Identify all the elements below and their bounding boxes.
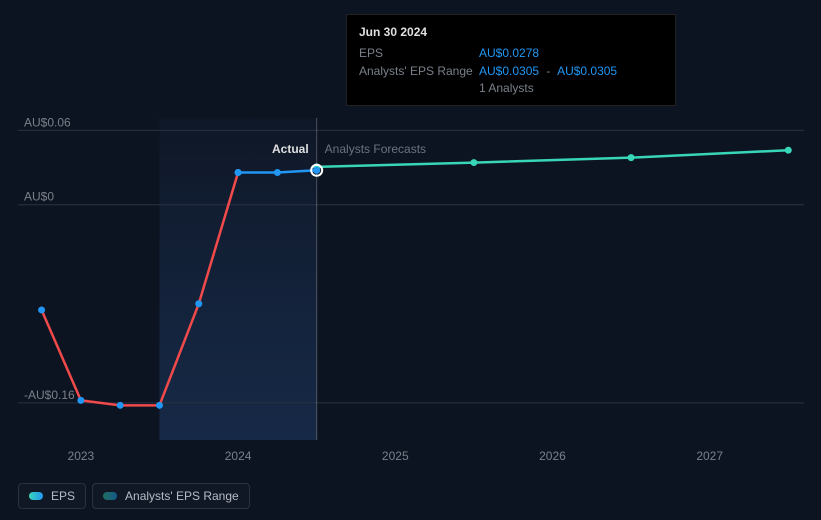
chart-area: AU$0.06 AU$0 -AU$0.16 Actual Analysts Foreca… [18, 0, 804, 470]
legend-item-range[interactable]: Analysts' EPS Range [92, 483, 250, 509]
tooltip-value-eps: AU$0.0278 [479, 45, 539, 61]
tooltip-label-range: Analysts' EPS Range [359, 63, 479, 79]
tooltip-row-eps: EPS AU$0.0278 [359, 45, 663, 61]
chart-tooltip: Jun 30 2024 EPS AU$0.0278 Analysts' EPS … [346, 14, 676, 106]
legend-label-range: Analysts' EPS Range [125, 489, 239, 503]
svg-text:2025: 2025 [382, 449, 409, 463]
tooltip-analysts: 1 Analysts [479, 81, 663, 95]
legend-item-eps[interactable]: EPS [18, 483, 86, 509]
svg-text:AU$0: AU$0 [24, 190, 54, 204]
svg-text:-AU$0.16: -AU$0.16 [24, 388, 75, 402]
svg-text:2024: 2024 [225, 449, 252, 463]
legend-label-eps: EPS [51, 489, 75, 503]
legend-swatch-eps [29, 492, 43, 500]
tooltip-row-range: Analysts' EPS Range AU$0.0305 - AU$0.030… [359, 63, 663, 79]
legend: EPS Analysts' EPS Range [18, 483, 250, 509]
svg-text:2023: 2023 [68, 449, 95, 463]
svg-text:2026: 2026 [539, 449, 566, 463]
tooltip-date: Jun 30 2024 [359, 25, 663, 39]
svg-text:Analysts Forecasts: Analysts Forecasts [325, 142, 426, 156]
tooltip-label-eps: EPS [359, 45, 479, 61]
svg-text:Actual: Actual [272, 142, 309, 156]
tooltip-range-sep: - [546, 64, 550, 78]
legend-swatch-range [103, 492, 117, 500]
tooltip-range-hi: AU$0.0305 [557, 64, 617, 78]
svg-text:AU$0.06: AU$0.06 [24, 115, 71, 129]
svg-text:2027: 2027 [696, 449, 723, 463]
tooltip-range-lo: AU$0.0305 [479, 64, 539, 78]
